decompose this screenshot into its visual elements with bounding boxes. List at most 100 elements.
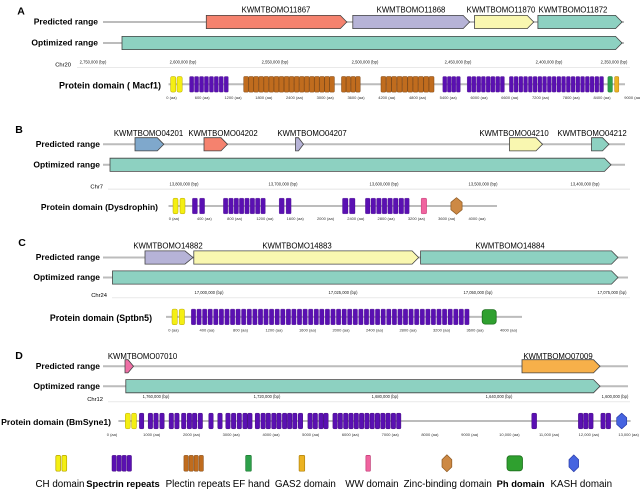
svg-text:4000 (aa): 4000 (aa) [500, 328, 518, 333]
svg-text:2,600,000 (bp): 2,600,000 (bp) [170, 60, 197, 65]
svg-text:KWMTBOMO14884: KWMTBOMO14884 [475, 242, 545, 251]
svg-text:17,075,000 (bp): 17,075,000 (bp) [598, 290, 628, 295]
svg-text:KWMTBOMO11868: KWMTBOMO11868 [377, 6, 446, 15]
svg-text:2,400,000 (bp): 2,400,000 (bp) [536, 60, 563, 65]
svg-text:1,600,000 (bp): 1,600,000 (bp) [602, 394, 629, 399]
svg-text:1000 (aa): 1000 (aa) [143, 432, 161, 437]
svg-text:7000 (aa): 7000 (aa) [382, 432, 400, 437]
svg-text:1200 (aa): 1200 (aa) [265, 328, 283, 333]
svg-text:Optimized range: Optimized range [33, 272, 100, 282]
svg-text:3000 (aa): 3000 (aa) [317, 95, 335, 100]
svg-text:9000 (aa): 9000 (aa) [624, 95, 640, 100]
svg-text:KASH domain: KASH domain [551, 479, 613, 490]
svg-text:WW domain: WW domain [345, 479, 398, 490]
svg-text:17,000,000 (bp): 17,000,000 (bp) [195, 290, 225, 295]
svg-text:13,700,000 (bp): 13,700,000 (bp) [269, 181, 299, 186]
svg-text:400 (aa): 400 (aa) [200, 328, 216, 333]
svg-text:7200 (aa): 7200 (aa) [532, 95, 550, 100]
svg-text:0 (aa): 0 (aa) [169, 216, 180, 221]
svg-text:Ph domain: Ph domain [497, 478, 545, 489]
svg-text:7800 (aa): 7800 (aa) [563, 95, 581, 100]
svg-text:Predicted range: Predicted range [36, 252, 101, 262]
svg-text:6600 (aa): 6600 (aa) [501, 95, 519, 100]
svg-text:800 (aa): 800 (aa) [227, 216, 243, 221]
svg-text:400 (aa): 400 (aa) [197, 216, 213, 221]
svg-text:Optimized range: Optimized range [33, 381, 100, 391]
svg-text:3000 (aa): 3000 (aa) [223, 432, 241, 437]
svg-text:KWMTBOMO04210: KWMTBOMO04210 [479, 129, 549, 138]
svg-text:1800 (aa): 1800 (aa) [255, 95, 273, 100]
svg-text:6000 (aa): 6000 (aa) [470, 95, 488, 100]
svg-text:800 (aa): 800 (aa) [233, 328, 249, 333]
svg-text:1600 (aa): 1600 (aa) [299, 328, 317, 333]
svg-text:3600 (aa): 3600 (aa) [347, 95, 365, 100]
svg-text:Predicted range: Predicted range [34, 17, 99, 27]
svg-text:KWMTBOMO04212: KWMTBOMO04212 [557, 129, 626, 138]
svg-text:D: D [15, 350, 23, 362]
svg-text:2,750,000 (bp): 2,750,000 (bp) [80, 60, 107, 65]
svg-text:17,050,000 (bp): 17,050,000 (bp) [464, 290, 494, 295]
svg-text:EF hand: EF hand [233, 479, 270, 490]
svg-text:2400 (aa): 2400 (aa) [286, 95, 304, 100]
svg-text:Optimized range: Optimized range [33, 159, 100, 169]
svg-text:KWMTBOMO04201: KWMTBOMO04201 [114, 129, 183, 138]
svg-text:1,640,000 (bp): 1,640,000 (bp) [486, 394, 513, 399]
svg-text:2000 (aa): 2000 (aa) [332, 328, 350, 333]
svg-text:Chr7: Chr7 [90, 185, 103, 191]
svg-text:6000 (aa): 6000 (aa) [342, 432, 360, 437]
svg-text:17,025,000 (bp): 17,025,000 (bp) [329, 290, 359, 295]
svg-text:Zinc-binding domain: Zinc-binding domain [404, 479, 492, 490]
svg-text:Protein domain (Dysdrophin): Protein domain (Dysdrophin) [41, 202, 158, 212]
svg-text:Predicted range: Predicted range [36, 139, 101, 149]
svg-text:Chr20: Chr20 [55, 63, 71, 69]
svg-text:2000 (aa): 2000 (aa) [183, 432, 201, 437]
svg-text:1200 (aa): 1200 (aa) [256, 216, 274, 221]
svg-text:Protein domain (BmSyne1): Protein domain (BmSyne1) [1, 417, 111, 427]
svg-text:A: A [17, 6, 25, 18]
svg-text:1,760,000 (bp): 1,760,000 (bp) [143, 394, 170, 399]
svg-text:KWMTBOMO04207: KWMTBOMO04207 [277, 129, 346, 138]
svg-text:Chr24: Chr24 [91, 293, 108, 299]
svg-text:KWMTBOMO14883: KWMTBOMO14883 [262, 242, 331, 251]
svg-text:KWMTBOMO04202: KWMTBOMO04202 [188, 129, 257, 138]
svg-text:5000 (aa): 5000 (aa) [302, 432, 320, 437]
svg-text:4000 (aa): 4000 (aa) [468, 216, 486, 221]
svg-text:1,720,000 (bp): 1,720,000 (bp) [254, 394, 281, 399]
svg-text:C: C [18, 237, 26, 249]
svg-text:13,600,000 (bp): 13,600,000 (bp) [370, 181, 400, 186]
svg-text:2800 (aa): 2800 (aa) [378, 216, 396, 221]
svg-text:10,000 (aa): 10,000 (aa) [499, 432, 520, 437]
svg-text:KWMTBOMO14882: KWMTBOMO14882 [133, 242, 202, 251]
svg-text:4000 (aa): 4000 (aa) [262, 432, 280, 437]
svg-text:KWMTBOMO11870: KWMTBOMO11870 [467, 6, 536, 15]
svg-text:12,000 (aa): 12,000 (aa) [579, 432, 600, 437]
svg-text:0 (aa): 0 (aa) [166, 95, 177, 100]
svg-text:3600 (aa): 3600 (aa) [466, 328, 484, 333]
svg-text:1,680,000 (bp): 1,680,000 (bp) [372, 394, 399, 399]
svg-text:KWMTBOMO07009: KWMTBOMO07009 [523, 352, 592, 361]
svg-text:4200 (aa): 4200 (aa) [378, 95, 396, 100]
svg-text:8400 (aa): 8400 (aa) [593, 95, 611, 100]
svg-text:Protein domain (Sptbn5): Protein domain (Sptbn5) [50, 313, 152, 323]
svg-text:13,400,000 (bp): 13,400,000 (bp) [571, 181, 601, 186]
svg-text:KWMTBOMO11872: KWMTBOMO11872 [539, 6, 608, 15]
svg-text:8000 (aa): 8000 (aa) [421, 432, 439, 437]
svg-text:B: B [15, 124, 23, 136]
svg-text:11,000 (aa): 11,000 (aa) [539, 432, 560, 437]
svg-text:4800 (aa): 4800 (aa) [409, 95, 427, 100]
svg-text:Chr12: Chr12 [87, 397, 103, 403]
svg-text:13,500,000 (bp): 13,500,000 (bp) [469, 181, 499, 186]
svg-text:13,800,000 (bp): 13,800,000 (bp) [170, 181, 200, 186]
svg-text:KWMTBOMO07010: KWMTBOMO07010 [108, 352, 178, 361]
svg-text:2,500,000 (bp): 2,500,000 (bp) [352, 60, 379, 65]
svg-text:0 (aa): 0 (aa) [168, 328, 179, 333]
svg-text:2000 (aa): 2000 (aa) [317, 216, 335, 221]
svg-text:5400 (aa): 5400 (aa) [440, 95, 458, 100]
svg-text:3200 (aa): 3200 (aa) [433, 328, 451, 333]
svg-text:Predicted range: Predicted range [36, 361, 101, 371]
svg-text:KWMTBOMO11867: KWMTBOMO11867 [242, 6, 311, 15]
svg-text:13,000 (aa): 13,000 (aa) [618, 432, 639, 437]
svg-text:600 (aa): 600 (aa) [195, 95, 211, 100]
svg-text:Protein domain ( Macf1): Protein domain ( Macf1) [59, 81, 161, 91]
svg-text:Optimized range: Optimized range [31, 38, 98, 48]
